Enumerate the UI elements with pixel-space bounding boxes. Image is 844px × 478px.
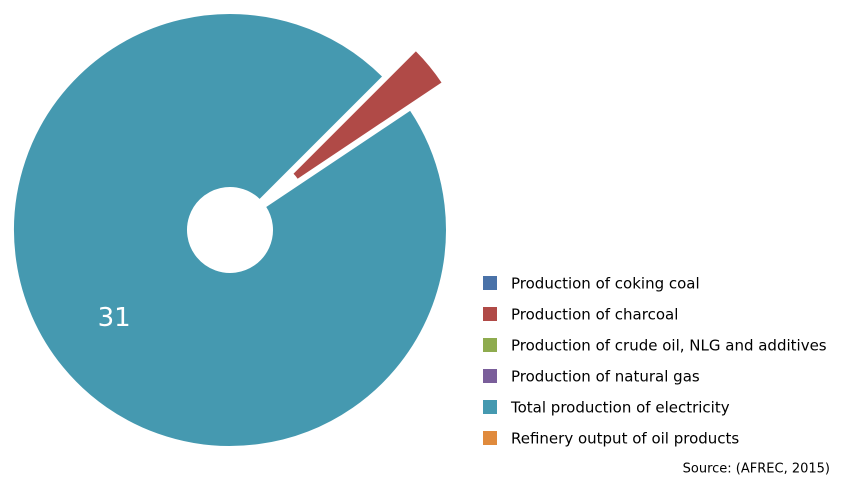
legend-swatch <box>483 307 497 321</box>
legend-swatch <box>483 338 497 352</box>
donut-slice <box>290 48 445 182</box>
legend-label: Production of natural gas <box>511 368 700 386</box>
legend-swatch <box>483 431 497 445</box>
legend-label: Production of crude oil, NLG and additiv… <box>511 337 827 355</box>
legend-swatch <box>483 276 497 290</box>
legend-label: Production of coking coal <box>511 275 700 293</box>
legend-label: Total production of electricity <box>510 399 730 417</box>
legend-label: Refinery output of oil products <box>511 430 739 448</box>
data-label: 31 <box>98 303 131 333</box>
legend-label: Production of charcoal <box>511 306 678 324</box>
legend-swatch <box>483 400 497 414</box>
legend-swatch <box>483 369 497 383</box>
source-note: Source: (AFREC, 2015) <box>683 462 830 477</box>
